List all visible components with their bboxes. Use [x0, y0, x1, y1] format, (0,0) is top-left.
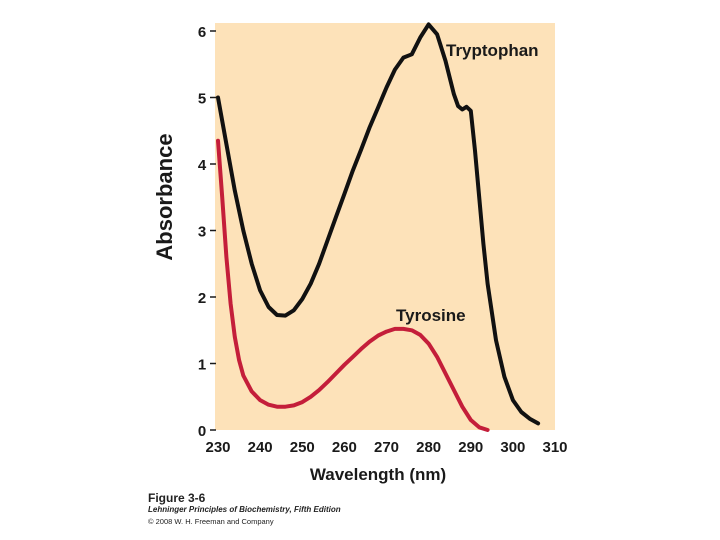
- x-tick-label: 290: [458, 439, 483, 456]
- y-tick-label: 6: [198, 24, 206, 41]
- figure-label: Figure 3-6: [148, 491, 206, 505]
- y-tick-label: 2: [198, 290, 206, 307]
- y-tick-label: 1: [198, 357, 206, 374]
- y-tick-label: 0: [198, 423, 206, 440]
- copyright-notice: © 2008 W. H. Freeman and Company: [148, 517, 274, 526]
- x-tick-label: 300: [500, 439, 525, 456]
- x-tick-label: 230: [205, 439, 230, 456]
- x-tick-label: 260: [332, 439, 357, 456]
- tryptophan-line: [216, 22, 541, 426]
- x-tick-label: 280: [416, 439, 441, 456]
- x-axis-label: Wavelength (nm): [310, 465, 446, 484]
- y-tick-label: 5: [198, 91, 206, 108]
- tyrosine-series-label: Tyrosine: [396, 306, 466, 325]
- x-tick-label: 310: [542, 439, 567, 456]
- tyrosine-line: [216, 138, 490, 432]
- x-tick-label: 250: [290, 439, 315, 456]
- y-axis-label: Absorbance: [152, 133, 177, 260]
- book-title: Lehninger Principles of Biochemistry, Fi…: [148, 505, 341, 514]
- x-tick-label: 270: [374, 439, 399, 456]
- tryptophan-series-label: Tryptophan: [446, 41, 539, 60]
- x-tick-label: 240: [248, 439, 273, 456]
- y-tick-label: 3: [198, 224, 206, 241]
- y-tick-label: 4: [198, 157, 207, 174]
